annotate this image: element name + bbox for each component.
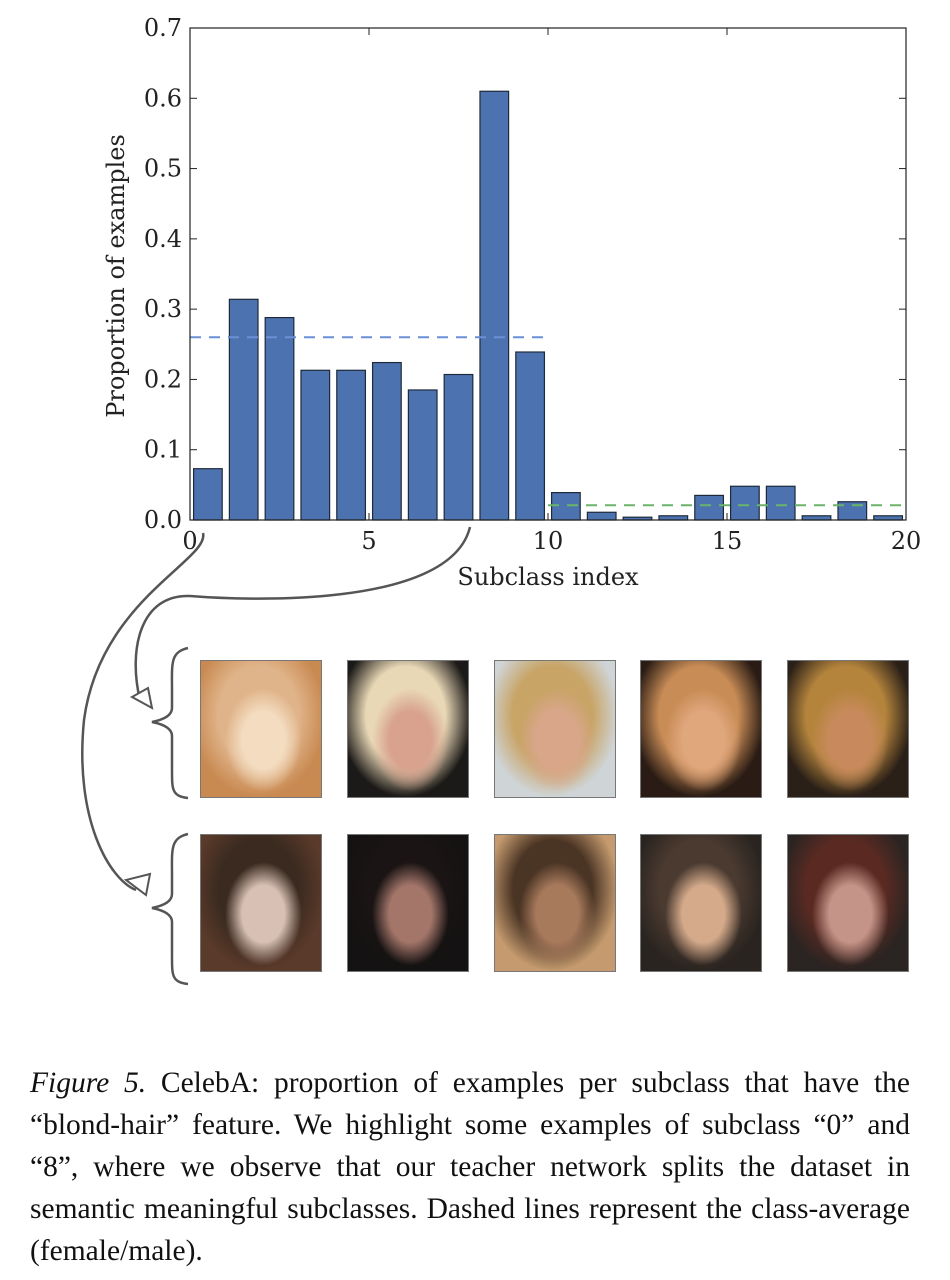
y-axis-title: Proportion of examples xyxy=(102,134,130,418)
connector-subclass-0 xyxy=(81,532,205,892)
dark-hair-face-thumbnail xyxy=(787,834,909,972)
brace-group-subclass-0 xyxy=(151,832,189,986)
connector-subclass-8 xyxy=(134,526,472,701)
bar-subclass-11 xyxy=(586,511,617,521)
blonde-face-thumbnail xyxy=(200,660,322,798)
caption-text: CelebA: proportion of examples per subcl… xyxy=(30,1067,910,1267)
bar-subclass-5 xyxy=(371,361,402,521)
arrowhead-subclass-8 xyxy=(129,686,154,710)
x-axis-title: Subclass index xyxy=(457,563,639,591)
y-tick-label: 0.2 xyxy=(144,365,182,393)
caption-label: Figure 5. xyxy=(30,1067,147,1099)
blonde-face-thumbnail xyxy=(787,660,909,798)
blonde-face-thumbnail xyxy=(347,660,469,798)
y-tick-label: 0.3 xyxy=(144,295,182,323)
figure-caption: Figure 5. CelebA: proportion of examples… xyxy=(30,1062,910,1272)
bars xyxy=(192,90,904,521)
bar-subclass-19 xyxy=(873,515,904,521)
blonde-face-thumbnail xyxy=(640,660,762,798)
bar-subclass-14 xyxy=(694,494,725,521)
y-tick-label: 0.6 xyxy=(144,84,182,112)
x-tick-label: 5 xyxy=(361,527,376,555)
bar-subclass-17 xyxy=(801,515,832,521)
y-tick-label: 0.4 xyxy=(144,225,182,253)
dark-hair-face-thumbnail xyxy=(494,834,616,972)
bar-subclass-9 xyxy=(515,351,546,521)
x-axis-ticks: 0 5 10 15 20 xyxy=(182,28,921,555)
y-tick-label: 0.1 xyxy=(144,436,182,464)
bar-subclass-3 xyxy=(300,369,331,521)
bar-subclass-2 xyxy=(264,316,295,521)
bar-subclass-4 xyxy=(336,369,367,521)
x-tick-label: 20 xyxy=(891,527,922,555)
y-axis-ticks: 0.0 0.1 0.2 0.3 0.4 0.5 0.6 0.7 xyxy=(144,14,906,534)
y-tick-label: 0.0 xyxy=(144,506,182,534)
subclass-connectors xyxy=(81,526,472,986)
blonde-face-thumbnail xyxy=(494,660,616,798)
bar-subclass-7 xyxy=(443,373,474,521)
y-tick-label: 0.5 xyxy=(144,155,182,183)
dark-hair-face-thumbnail xyxy=(200,834,322,972)
x-tick-label: 15 xyxy=(712,527,743,555)
x-tick-label: 0 xyxy=(182,527,197,555)
arrowhead-subclass-0 xyxy=(123,872,152,897)
bar-subclass-1 xyxy=(228,298,259,521)
dark-hair-face-thumbnail xyxy=(347,834,469,972)
bar-subclass-8 xyxy=(479,90,510,521)
bar-subclass-10 xyxy=(550,491,581,521)
class-average-lines xyxy=(190,336,906,507)
bar-subclass-16 xyxy=(765,485,796,521)
dark-hair-face-thumbnail xyxy=(640,834,762,972)
bar-subclass-6 xyxy=(407,389,438,521)
bar-subclass-15 xyxy=(729,485,760,521)
plot-frame xyxy=(189,27,907,521)
chart-figure: 0.0 0.1 0.2 0.3 0.4 0.5 0.6 0.7 0 5 10 15 20 Subcla… xyxy=(81,14,921,986)
bar-subclass-0 xyxy=(192,468,223,521)
y-tick-label: 0.7 xyxy=(144,14,182,42)
x-tick-label: 10 xyxy=(533,527,564,555)
brace-group-subclass-8 xyxy=(151,646,189,800)
bar-subclass-13 xyxy=(658,515,689,521)
